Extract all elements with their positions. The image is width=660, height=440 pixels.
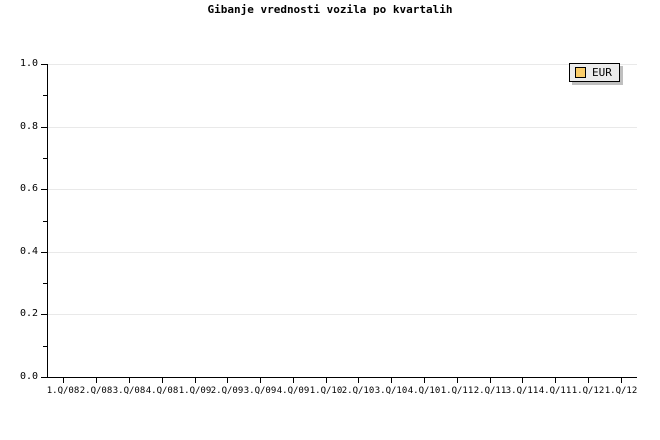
y-axis-tick <box>41 126 47 128</box>
x-axis-tick <box>391 378 392 383</box>
y-axis-tick <box>41 189 47 191</box>
x-axis-tick <box>63 378 64 383</box>
x-axis-tick-label: 3.Q/11 <box>505 386 539 396</box>
x-axis-tick <box>162 378 163 383</box>
x-axis-tick-label: 1.Q/10 <box>309 386 343 396</box>
y-axis-tick <box>41 251 47 253</box>
x-axis-tick-label: 2.Q/08 <box>79 386 113 396</box>
x-axis-tick <box>358 378 359 383</box>
y-axis-tick-label: 1.0 <box>19 58 38 69</box>
y-axis-tick <box>41 377 47 378</box>
x-axis-tick <box>522 378 523 383</box>
x-axis-tick <box>555 378 556 383</box>
x-axis-tick <box>293 378 294 383</box>
y-axis-tick-label: 0.6 <box>19 183 38 195</box>
x-axis-tick <box>490 378 491 383</box>
y-axis-line <box>47 64 48 378</box>
x-axis-tick <box>129 378 130 383</box>
x-axis-tick-label: 2.Q/11 <box>473 386 507 396</box>
x-axis-tick <box>588 378 589 383</box>
y-axis-minor-tick <box>43 345 47 347</box>
x-axis-tick-label: 1.Q/09 <box>178 386 212 396</box>
y-axis-minor-tick <box>43 95 47 97</box>
x-axis-tick-label: 4.Q/08 <box>145 386 179 396</box>
y-axis-tick-label: 0.2 <box>19 308 38 320</box>
gridline <box>47 64 637 65</box>
y-axis-tick <box>41 314 47 316</box>
x-axis-tick-label: 3.Q/08 <box>112 386 146 396</box>
y-axis-minor-tick <box>43 157 47 159</box>
x-axis-tick-label: 1.Q/11 <box>440 386 474 396</box>
x-axis-tick <box>227 378 228 383</box>
x-axis-tick-label: 1.Q/12 <box>571 386 605 396</box>
x-axis-tick <box>260 378 261 383</box>
x-axis-tick-label: 4.Q/09 <box>276 386 310 396</box>
series-layer <box>47 64 637 377</box>
legend-entry-label: EUR <box>592 66 612 79</box>
gridline <box>47 314 637 316</box>
x-axis-tick <box>621 378 622 383</box>
x-axis-tick-label: 3.Q/09 <box>243 386 277 396</box>
x-axis-tick-label: 2.Q/09 <box>210 386 244 396</box>
chart-title: Gibanje vrednosti vozila po kvartalih <box>207 3 453 16</box>
gridline <box>47 126 637 128</box>
y-axis-tick <box>41 64 47 65</box>
x-axis-tick <box>195 378 196 383</box>
x-axis-tick-label: 4.Q/11 <box>538 386 572 396</box>
y-axis-minor-tick <box>43 283 47 285</box>
x-axis-tick <box>457 378 458 383</box>
x-axis-tick-label: 1.Q/12 <box>604 386 638 396</box>
y-axis-tick-label: 0.8 <box>19 120 38 132</box>
x-axis-tick-label: 1.Q/08 <box>46 386 80 396</box>
x-axis-tick-label: 2.Q/10 <box>341 386 375 396</box>
x-axis-tick <box>96 378 97 383</box>
x-axis-tick-label: 4.Q/10 <box>407 386 441 396</box>
y-axis-labels: 1.0 0.8 0.6 0.4 0.2 0.0 <box>0 0 38 440</box>
y-axis-tick-label: 0.4 <box>19 245 38 257</box>
gridline <box>47 251 637 253</box>
x-axis-tick <box>326 378 327 383</box>
x-axis-tick-label: 3.Q/10 <box>374 386 408 396</box>
x-axis-line <box>47 377 637 378</box>
chart-legend[interactable]: EUR <box>569 63 620 82</box>
plot-area <box>47 64 637 378</box>
y-axis-tick-label: 0.0 <box>19 371 38 382</box>
y-axis-minor-tick <box>43 220 47 222</box>
square-swatch-icon <box>575 67 586 78</box>
x-axis-tick <box>424 378 425 383</box>
gridline <box>47 189 637 191</box>
